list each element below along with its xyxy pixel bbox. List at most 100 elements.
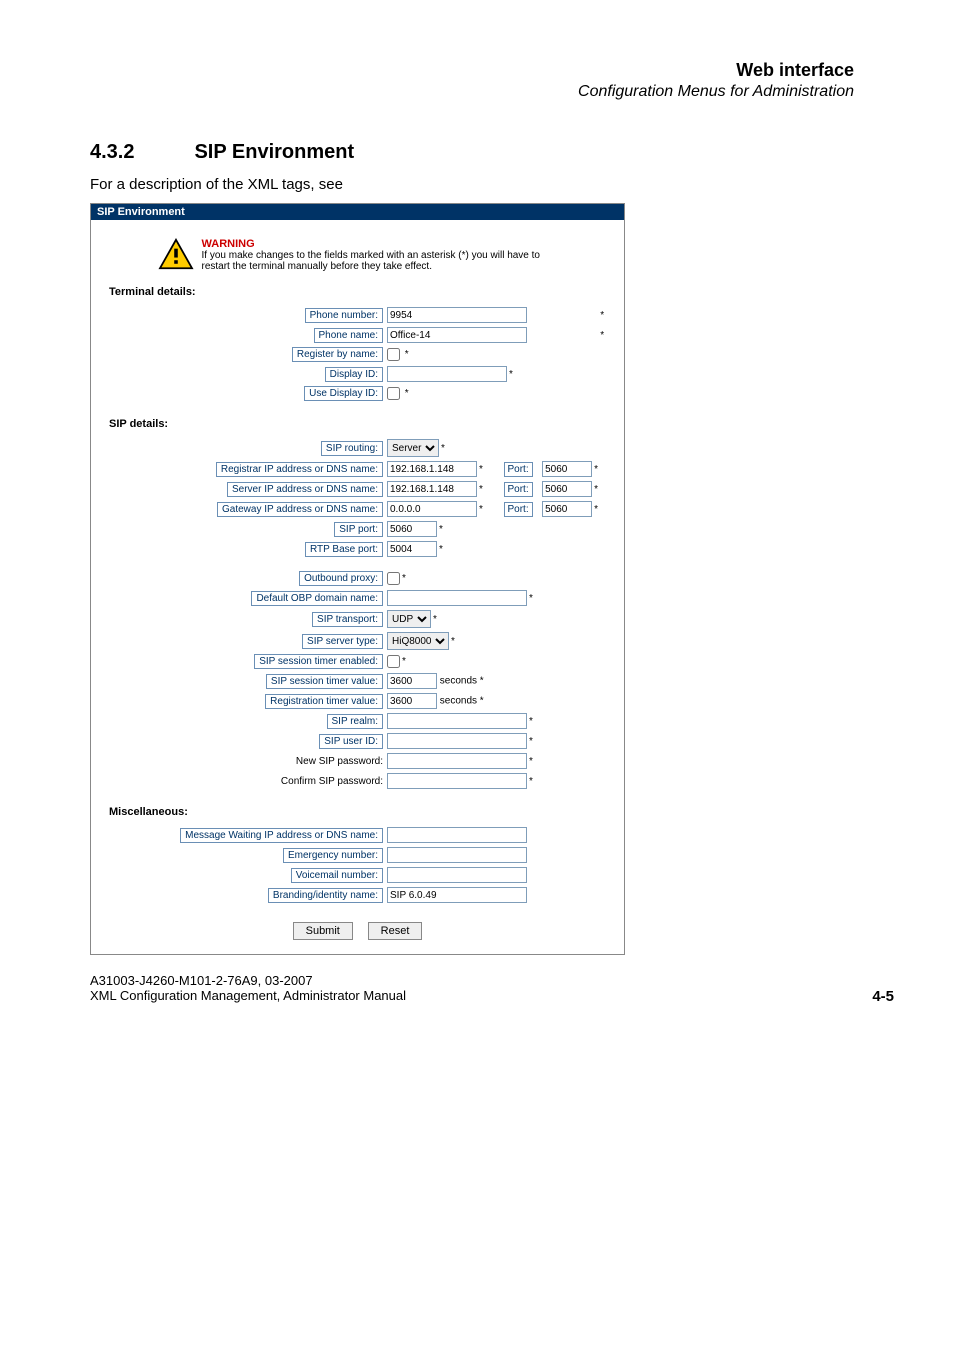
display-id-input[interactable] bbox=[387, 366, 507, 382]
new-sip-password-input[interactable] bbox=[387, 753, 527, 769]
outbound-proxy-label[interactable]: Outbound proxy: bbox=[299, 571, 383, 586]
session-timer-value-input[interactable] bbox=[387, 673, 437, 689]
asterisk: * bbox=[400, 656, 406, 667]
section-number: 4.3.2 bbox=[90, 141, 190, 164]
gateway-port-input[interactable] bbox=[542, 501, 592, 517]
confirm-sip-password-label: Confirm SIP password: bbox=[281, 776, 383, 787]
server-input[interactable] bbox=[387, 481, 477, 497]
sip-routing-label[interactable]: SIP routing: bbox=[321, 441, 383, 456]
asterisk: * bbox=[598, 326, 610, 344]
sip-transport-label[interactable]: SIP transport: bbox=[312, 612, 383, 627]
asterisk: * bbox=[449, 636, 455, 647]
phone-name-input[interactable] bbox=[387, 327, 527, 343]
warning-text: If you make changes to the fields marked… bbox=[202, 250, 558, 272]
sip-port-input[interactable] bbox=[387, 521, 437, 537]
registrar-port-label[interactable]: Port: bbox=[504, 462, 533, 477]
session-timer-enabled-checkbox[interactable] bbox=[387, 655, 400, 668]
sip-routing-select[interactable]: Server bbox=[387, 439, 439, 457]
emergency-label[interactable]: Emergency number: bbox=[283, 848, 383, 863]
register-by-name-label[interactable]: Register by name: bbox=[292, 347, 383, 362]
seconds-unit: seconds * bbox=[440, 696, 484, 707]
asterisk: * bbox=[431, 614, 437, 625]
gateway-input[interactable] bbox=[387, 501, 477, 517]
submit-button[interactable]: Submit bbox=[293, 922, 353, 940]
asterisk: * bbox=[527, 593, 533, 604]
registrar-label[interactable]: Registrar IP address or DNS name: bbox=[216, 462, 383, 477]
phone-number-input[interactable] bbox=[387, 307, 527, 323]
asterisk: * bbox=[437, 544, 443, 555]
seconds-unit: seconds * bbox=[440, 676, 484, 687]
asterisk: * bbox=[527, 716, 533, 727]
sip-environment-window: SIP Environment WARNING If you make chan… bbox=[90, 203, 625, 955]
new-sip-password-label: New SIP password: bbox=[296, 756, 383, 767]
asterisk: * bbox=[477, 464, 483, 475]
server-type-select[interactable]: HiQ8000 bbox=[387, 632, 449, 650]
sip-realm-input[interactable] bbox=[387, 713, 527, 729]
asterisk: * bbox=[527, 756, 533, 767]
warning-icon bbox=[158, 238, 194, 270]
asterisk: * bbox=[437, 524, 443, 535]
asterisk: * bbox=[477, 504, 483, 515]
mwi-label[interactable]: Message Waiting IP address or DNS name: bbox=[180, 828, 383, 843]
reset-button[interactable]: Reset bbox=[368, 922, 423, 940]
registrar-port-input[interactable] bbox=[542, 461, 592, 477]
register-by-name-checkbox[interactable] bbox=[387, 348, 400, 361]
use-display-id-label[interactable]: Use Display ID: bbox=[304, 386, 383, 401]
display-id-label[interactable]: Display ID: bbox=[325, 367, 383, 382]
asterisk: * bbox=[592, 484, 598, 495]
page-number: 4-5 bbox=[872, 988, 894, 1005]
page-header-title: Web interface bbox=[90, 60, 854, 81]
rtp-base-input[interactable] bbox=[387, 541, 437, 557]
emergency-input[interactable] bbox=[387, 847, 527, 863]
asterisk: * bbox=[598, 306, 610, 324]
branding-label[interactable]: Branding/identity name: bbox=[268, 888, 383, 903]
gateway-label[interactable]: Gateway IP address or DNS name: bbox=[217, 502, 383, 517]
server-port-input[interactable] bbox=[542, 481, 592, 497]
asterisk: * bbox=[403, 349, 409, 360]
asterisk: * bbox=[400, 573, 406, 584]
gateway-port-label[interactable]: Port: bbox=[504, 502, 533, 517]
server-label[interactable]: Server IP address or DNS name: bbox=[227, 482, 383, 497]
sip-realm-label[interactable]: SIP realm: bbox=[327, 714, 384, 729]
footer-line2: XML Configuration Management, Administra… bbox=[90, 988, 406, 1003]
server-port-label[interactable]: Port: bbox=[504, 482, 533, 497]
window-titlebar: SIP Environment bbox=[91, 204, 624, 220]
sip-port-label[interactable]: SIP port: bbox=[334, 522, 383, 537]
sip-heading: SIP details: bbox=[109, 418, 610, 430]
sip-user-id-label[interactable]: SIP user ID: bbox=[319, 734, 383, 749]
page-header-subtitle: Configuration Menus for Administration bbox=[90, 83, 854, 101]
warning-label: WARNING bbox=[202, 238, 558, 250]
phone-number-label[interactable]: Phone number: bbox=[305, 308, 383, 323]
asterisk: * bbox=[477, 484, 483, 495]
footer-line1: A31003-J4260-M101-2-76A9, 03-2007 bbox=[90, 973, 894, 988]
branding-input[interactable] bbox=[387, 887, 527, 903]
misc-heading: Miscellaneous: bbox=[109, 806, 610, 818]
outbound-proxy-checkbox[interactable] bbox=[387, 572, 400, 585]
voicemail-input[interactable] bbox=[387, 867, 527, 883]
section-description: For a description of the XML tags, see bbox=[90, 176, 894, 193]
reg-timer-value-label[interactable]: Registration timer value: bbox=[265, 694, 383, 709]
session-timer-enabled-label[interactable]: SIP session timer enabled: bbox=[254, 654, 383, 669]
sip-user-id-input[interactable] bbox=[387, 733, 527, 749]
voicemail-label[interactable]: Voicemail number: bbox=[291, 868, 383, 883]
mwi-input[interactable] bbox=[387, 827, 527, 843]
phone-name-label[interactable]: Phone name: bbox=[314, 328, 384, 343]
asterisk: * bbox=[592, 464, 598, 475]
sip-transport-select[interactable]: UDP bbox=[387, 610, 431, 628]
asterisk: * bbox=[527, 736, 533, 747]
rtp-base-label[interactable]: RTP Base port: bbox=[305, 542, 383, 557]
obp-domain-label[interactable]: Default OBP domain name: bbox=[251, 591, 383, 606]
registrar-input[interactable] bbox=[387, 461, 477, 477]
section-heading: 4.3.2 SIP Environment bbox=[90, 141, 894, 164]
section-title: SIP Environment bbox=[194, 141, 354, 163]
asterisk: * bbox=[403, 388, 409, 399]
asterisk: * bbox=[439, 443, 445, 454]
use-display-id-checkbox[interactable] bbox=[387, 387, 400, 400]
confirm-sip-password-input[interactable] bbox=[387, 773, 527, 789]
asterisk: * bbox=[507, 369, 513, 380]
terminal-heading: Terminal details: bbox=[109, 286, 610, 298]
obp-domain-input[interactable] bbox=[387, 590, 527, 606]
reg-timer-value-input[interactable] bbox=[387, 693, 437, 709]
session-timer-value-label[interactable]: SIP session timer value: bbox=[266, 674, 383, 689]
server-type-label[interactable]: SIP server type: bbox=[302, 634, 383, 649]
